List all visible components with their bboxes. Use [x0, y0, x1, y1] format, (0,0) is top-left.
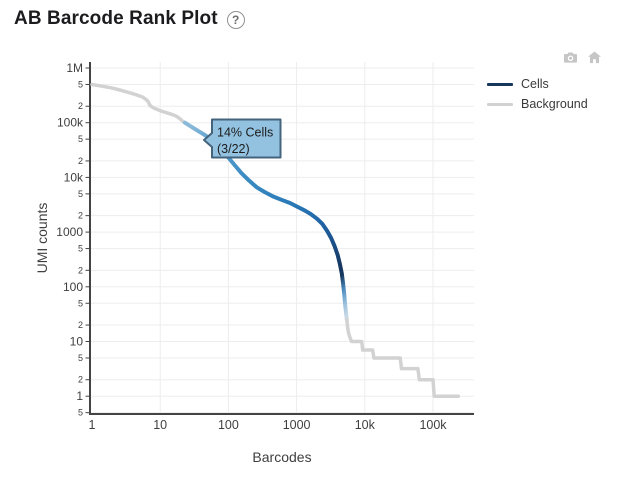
- legend-label: Cells: [521, 77, 549, 91]
- plot-header: AB Barcode Rank Plot ?: [14, 8, 245, 30]
- plot-legend: Cells Background: [487, 74, 588, 114]
- y-tick-label: 2: [78, 375, 83, 385]
- help-icon[interactable]: ?: [226, 11, 245, 29]
- y-tick-label: 2: [78, 101, 83, 111]
- y-tick-label: 10: [70, 335, 84, 349]
- hover-tooltip-box: [203, 118, 282, 159]
- tooltip-line-1: 14% Cells: [217, 126, 273, 140]
- y-tick-label: 5: [78, 353, 83, 363]
- hover-tooltip: 14% Cells (3/22): [203, 118, 282, 159]
- x-tick-label: 100k: [419, 418, 447, 432]
- y-tick-label: 2: [78, 211, 83, 221]
- x-tick-label: 1000: [283, 418, 311, 432]
- x-tick-label: 10: [153, 418, 167, 432]
- y-tick-label: 2: [78, 265, 83, 275]
- y-tick-label: 10k: [64, 170, 84, 184]
- y-tick-label: 1: [76, 389, 83, 403]
- y-tick-label: 5: [78, 134, 83, 144]
- legend-item-cells[interactable]: Cells: [487, 74, 588, 94]
- x-axis-title: Barcodes: [252, 449, 311, 465]
- y-tick-label: 5: [78, 408, 83, 418]
- y-tick-label: 2: [78, 156, 83, 166]
- y-tick-label: 5: [78, 79, 83, 89]
- cells-line-swatch: [487, 82, 513, 86]
- series-tail-line[interactable]: [345, 317, 461, 398]
- y-tick-label: 2: [78, 320, 83, 330]
- x-tick-label: 1: [89, 418, 96, 432]
- y-tick-label: 1000: [56, 225, 83, 239]
- y-tick-label: 5: [78, 244, 83, 254]
- axes: [89, 62, 474, 415]
- y-tick-label: 100k: [57, 116, 84, 130]
- y-tick-label: 5: [78, 298, 83, 308]
- y-tick-label: 5: [78, 189, 83, 199]
- y-axis-title: UMI counts: [34, 203, 50, 274]
- gridlines: [90, 62, 474, 414]
- series-head-line[interactable]: [90, 82, 187, 125]
- legend-label: Background: [521, 97, 588, 111]
- y-tick-label: 1M: [66, 61, 83, 75]
- home-icon[interactable]: [586, 49, 603, 66]
- legend-item-background[interactable]: Background: [487, 94, 588, 114]
- x-tick-label: 10k: [355, 418, 376, 432]
- tooltip-line-2: (3/22): [217, 142, 250, 156]
- camera-icon[interactable]: [562, 49, 579, 66]
- x-tick-label: 100: [218, 418, 239, 432]
- y-tick-label: 100: [63, 280, 83, 294]
- plot-modebar: [562, 49, 603, 66]
- background-line-swatch: [487, 102, 513, 106]
- page-title: AB Barcode Rank Plot: [14, 8, 218, 29]
